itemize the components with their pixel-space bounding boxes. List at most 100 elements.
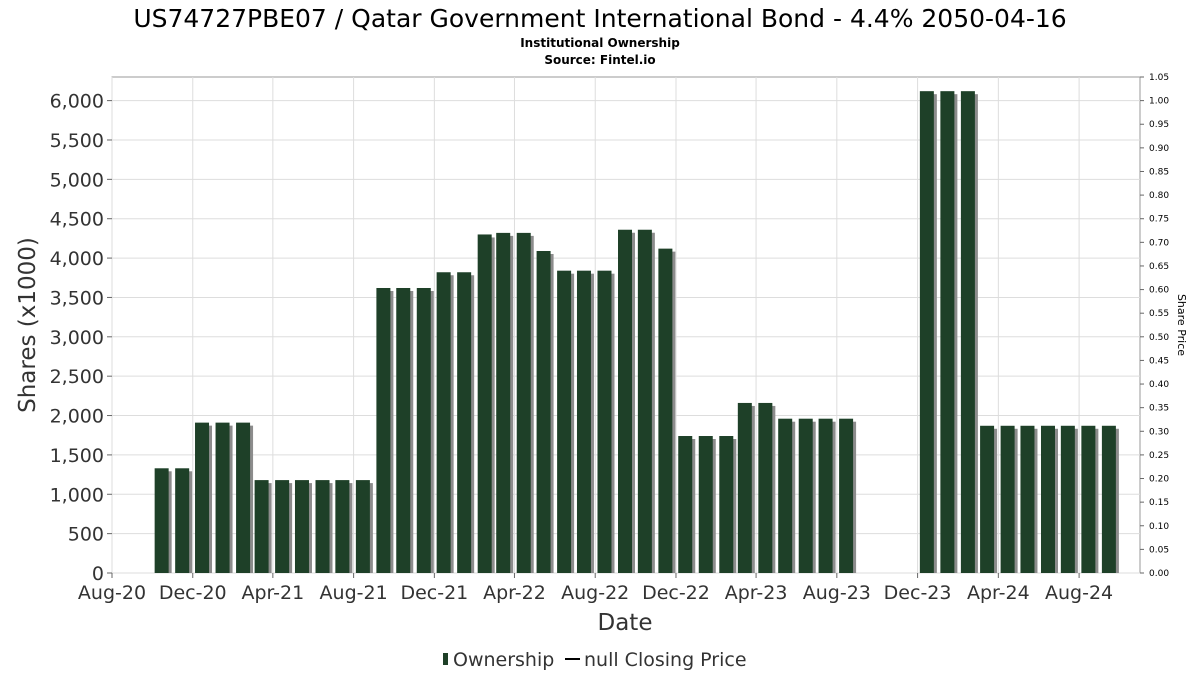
ownership-bar xyxy=(496,232,511,573)
ownership-bar xyxy=(1020,425,1035,573)
y2-tick-label: 0.70 xyxy=(1149,238,1169,248)
ownership-bar xyxy=(758,402,773,573)
ownership-bar xyxy=(254,480,269,573)
y2-tick-label: 0.55 xyxy=(1149,309,1169,319)
y2-tick-label: 0.45 xyxy=(1149,356,1169,366)
ownership-bar xyxy=(376,287,391,573)
ownership-bar xyxy=(175,468,190,573)
legend-ownership-label: Ownership xyxy=(453,649,554,671)
y2-tick-label: 0.90 xyxy=(1149,144,1169,154)
x-tick-label: Aug-24 xyxy=(1045,582,1113,604)
x-tick-label: Apr-22 xyxy=(483,582,546,604)
y2-tick-label: 0.35 xyxy=(1149,404,1169,414)
x-tick-label: Apr-21 xyxy=(242,582,305,604)
y2-tick-label: 0.15 xyxy=(1149,498,1169,508)
ownership-bar xyxy=(1040,425,1055,573)
ownership-bar xyxy=(315,480,330,573)
ownership-bar xyxy=(236,422,251,573)
y-tick-label: 2,500 xyxy=(50,366,104,388)
ownership-bar xyxy=(335,480,350,573)
y2-tick-label: 0.80 xyxy=(1149,191,1169,201)
y2-axis-ticks: 0.00 0.05 0.10 0.15 0.20 0.25 0.30 0.35 0.40 0.45… xyxy=(1140,73,1169,579)
y-tick-label: 4,500 xyxy=(50,209,104,231)
ownership-bar xyxy=(275,480,290,573)
y-tick-label: 3,500 xyxy=(50,287,104,309)
ownership-bar xyxy=(557,270,572,573)
y2-tick-label: 0.05 xyxy=(1149,545,1169,555)
y2-tick-label: 1.00 xyxy=(1149,97,1169,107)
ownership-bar xyxy=(576,270,591,573)
y-tick-label: 5,500 xyxy=(50,130,104,152)
ownership-bar xyxy=(154,468,169,573)
ownership-bar xyxy=(396,287,411,573)
ownership-bar xyxy=(637,229,652,573)
ownership-bar xyxy=(698,436,713,573)
ownership-bar xyxy=(919,91,934,574)
y-tick-label: 6,000 xyxy=(50,91,104,113)
y2-tick-label: 0.50 xyxy=(1149,333,1169,343)
ownership-bar xyxy=(737,402,752,573)
ownership-bar xyxy=(960,91,975,574)
y2-tick-label: 0.60 xyxy=(1149,286,1169,296)
ownership-bar xyxy=(477,234,492,573)
ownership-bars xyxy=(154,91,1119,574)
ownership-bar xyxy=(457,272,472,573)
ownership-bar xyxy=(516,232,531,573)
chart-subtitle-ownership: Institutional Ownership xyxy=(520,36,680,50)
y2-tick-label: 0.10 xyxy=(1149,522,1169,532)
ownership-bar xyxy=(658,248,673,573)
chart-title: US74727PBE07 / Qatar Government Internat… xyxy=(133,4,1066,33)
y2-axis-label: Share Price xyxy=(1175,294,1188,356)
y-tick-label: 5,000 xyxy=(50,169,104,191)
ownership-bar xyxy=(195,422,210,573)
ownership-bar xyxy=(719,436,734,573)
ownership-bar xyxy=(678,436,693,573)
legend-closing-price-label: null Closing Price xyxy=(584,649,747,671)
x-tick-label: Aug-20 xyxy=(78,582,146,604)
y2-tick-label: 0.00 xyxy=(1149,569,1169,579)
legend-ownership-swatch xyxy=(443,653,448,665)
y2-tick-label: 0.25 xyxy=(1149,451,1169,461)
y-tick-label: 2,000 xyxy=(50,406,104,428)
ownership-bar xyxy=(215,422,230,573)
x-axis-ticks: Aug-20 Dec-20 Apr-21 Aug-21 Dec-21 Apr-22 Aug-… xyxy=(78,573,1113,604)
ownership-bar xyxy=(1060,425,1075,573)
y2-tick-label: 0.75 xyxy=(1149,215,1169,225)
y-tick-label: 500 xyxy=(68,524,104,546)
y2-tick-label: 0.30 xyxy=(1149,427,1169,437)
y-tick-label: 4,000 xyxy=(50,248,104,270)
x-tick-label: Aug-23 xyxy=(803,582,871,604)
y-axis-label: Shares (x1000) xyxy=(15,237,41,413)
ownership-bar xyxy=(1081,425,1096,573)
y-tick-label: 0 xyxy=(92,563,104,585)
chart-subtitle-source: Source: Fintel.io xyxy=(544,53,655,67)
x-tick-label: Aug-21 xyxy=(320,582,388,604)
x-tick-label: Aug-22 xyxy=(561,582,629,604)
ownership-bar xyxy=(294,480,309,573)
ownership-bar xyxy=(597,270,612,573)
y-tick-label: 1,500 xyxy=(50,445,104,467)
y2-tick-label: 0.20 xyxy=(1149,475,1169,485)
ownership-bar xyxy=(839,418,854,573)
x-tick-label: Dec-23 xyxy=(884,582,952,604)
y2-tick-label: 0.95 xyxy=(1149,120,1169,130)
ownership-bar xyxy=(536,250,551,573)
y2-tick-label: 1.05 xyxy=(1149,73,1169,83)
ownership-bar xyxy=(980,425,995,573)
y2-tick-label: 0.40 xyxy=(1149,380,1169,390)
x-axis-label: Date xyxy=(598,610,653,636)
x-tick-label: Apr-24 xyxy=(967,582,1030,604)
y-axis-ticks: 0 500 1,000 1,500 2,000 2,500 3,000 3,500 4,000 4… xyxy=(50,91,112,585)
ownership-bar xyxy=(436,272,451,573)
x-tick-label: Dec-22 xyxy=(642,582,710,604)
y2-tick-label: 0.65 xyxy=(1149,262,1169,272)
ownership-bar xyxy=(940,91,955,574)
y-tick-label: 1,000 xyxy=(50,484,104,506)
x-tick-label: Dec-21 xyxy=(400,582,468,604)
legend: Ownership null Closing Price xyxy=(443,649,747,671)
ownership-bar xyxy=(618,229,633,573)
ownership-bar xyxy=(1000,425,1015,573)
x-tick-label: Dec-20 xyxy=(159,582,227,604)
y2-tick-label: 0.85 xyxy=(1149,167,1169,177)
